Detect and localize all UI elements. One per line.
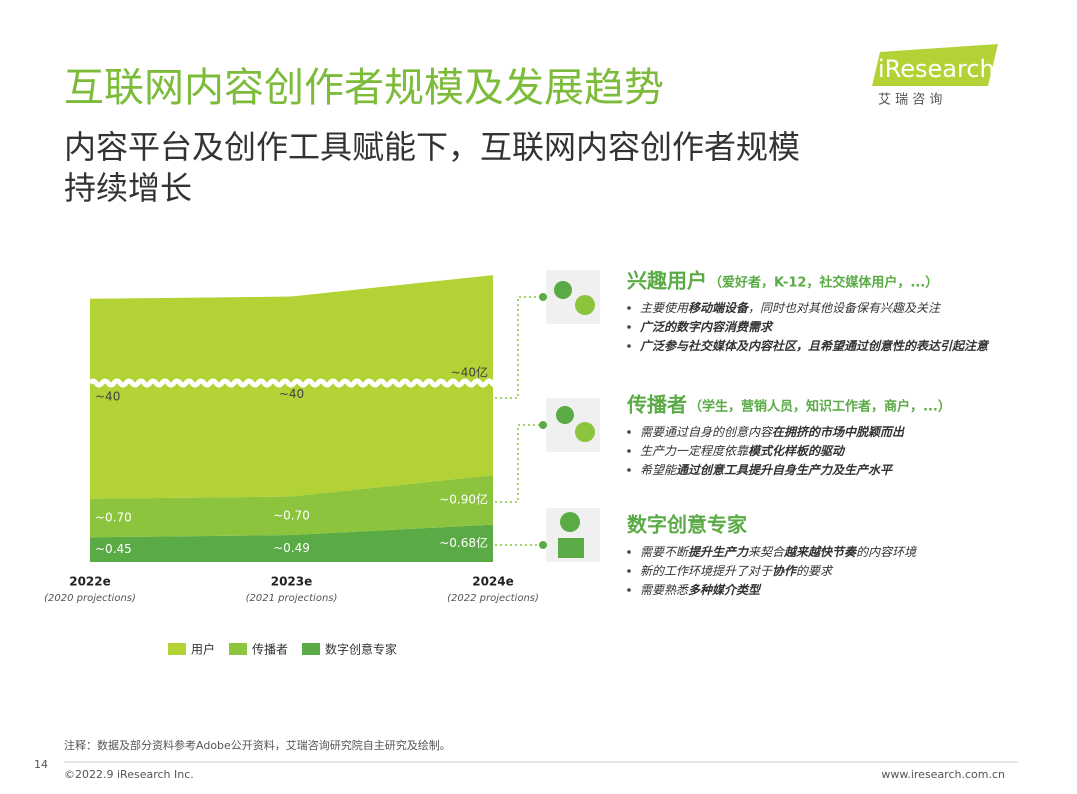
x-tick-note: (2021 projections) xyxy=(246,593,338,604)
bullet-text: 广泛参与社交媒体及内容社区，且希望通过创意性的表达引起注意 xyxy=(639,339,990,353)
bullet-text: 的要求 xyxy=(796,564,834,578)
value-label: ~0.90亿 xyxy=(439,491,488,506)
bullet-dot xyxy=(627,306,631,310)
value-label: ~0.68亿 xyxy=(439,535,488,550)
subtitle: 内容平台及创作工具赋能下，互联网内容创作者规模 xyxy=(64,128,800,166)
value-label: ~0.70 xyxy=(273,508,310,522)
bullet: 广泛的数字内容消费需求 xyxy=(639,320,774,334)
bullet: 需要不断提升生产力来契合越来越快节奏的内容环境 xyxy=(640,545,918,559)
bullet: 需要熟悉多种媒介类型 xyxy=(640,583,762,597)
legend-swatch xyxy=(229,643,248,655)
bullet-text: 希望能 xyxy=(640,463,678,477)
profile-title: 数字创意专家 xyxy=(627,513,748,537)
x-tick-label: 2023e xyxy=(271,575,313,589)
x-tick-note: (2022 projections) xyxy=(447,593,539,604)
logo-sub: 艾 瑞 咨 询 xyxy=(878,93,942,108)
bullet: 希望能通过创意工具提升自身生产力及生产水平 xyxy=(640,463,894,477)
page-number: 14 xyxy=(34,758,48,771)
legend-label: 数字创意专家 xyxy=(325,642,397,657)
bullet-text: 需要通过自身的创意内容 xyxy=(640,425,774,439)
bullet-text: 移动端设备 xyxy=(688,301,750,315)
profile-subtitle: （爱好者，K-12，社交媒体用户，...） xyxy=(709,275,938,291)
bullet-dot xyxy=(627,344,631,348)
bullet: 广泛参与社交媒体及内容社区，且希望通过创意性的表达引起注意 xyxy=(639,339,990,353)
note: 注释：数据及部分资料参考Adobe公开资料，艾瑞咨询研究院自主研究及绘制。 xyxy=(64,738,451,752)
bullet-dot xyxy=(627,550,631,554)
bullet-text: 广泛的数字内容消费需求 xyxy=(639,320,774,334)
bullet-dot xyxy=(627,569,631,573)
bullet-text: 新的工作环境提升了对于 xyxy=(640,564,773,578)
bullet: 新的工作环境提升了对于协作的要求 xyxy=(640,564,834,578)
bullet-text: 提升生产力 xyxy=(688,545,750,559)
bullet-dot xyxy=(627,430,631,434)
profile-title: 兴趣用户 xyxy=(627,269,707,293)
value-label: ~40亿 xyxy=(451,365,488,380)
website: www.iresearch.com.cn xyxy=(881,768,1005,781)
area xyxy=(90,524,493,562)
bullet-text: 需要熟悉 xyxy=(640,583,690,597)
connectors xyxy=(495,296,540,546)
bullet-dot xyxy=(627,449,631,453)
bullet: 生产力一定程度依靠模式化样板的驱动 xyxy=(640,444,846,458)
value-label: ~0.70 xyxy=(95,511,132,525)
subtitle: 持续增长 xyxy=(64,169,192,207)
value-label: ~0.45 xyxy=(95,542,132,556)
bullet-text: 模式化样板的驱动 xyxy=(748,444,846,458)
x-tick-note: (2020 projections) xyxy=(44,593,136,604)
value-label: ~40 xyxy=(95,389,120,403)
x-tick-label: 2024e xyxy=(472,575,514,589)
bullet-text: 通过创意工具提升自身生产力及生产水平 xyxy=(676,463,894,477)
legend-swatch xyxy=(302,643,321,655)
logo: iResearch xyxy=(878,55,995,83)
legend-swatch xyxy=(168,643,186,655)
bullet-text: 需要不断 xyxy=(640,545,690,559)
profile-subtitle: （学生，营销人员，知识工作者，商户，...） xyxy=(689,399,951,415)
value-label: ~40 xyxy=(279,387,304,401)
bullet-text: 主要使用 xyxy=(640,301,689,315)
bullet-dot xyxy=(627,468,631,472)
bullet-text: 越来越快节奏 xyxy=(783,545,858,559)
bullet-text: 生产力一定程度依靠 xyxy=(640,444,750,458)
bullet-text: ，同时也对其他设备保有兴趣及关注 xyxy=(748,301,942,315)
bullet: 需要通过自身的创意内容在拥挤的市场中脱颖而出 xyxy=(640,425,905,439)
title: 互联网内容创作者规模及发展趋势 xyxy=(64,65,664,111)
bullet-text: 多种媒介类型 xyxy=(688,583,762,597)
bullet-text: 的内容环境 xyxy=(856,545,918,559)
x-tick-label: 2022e xyxy=(69,575,111,589)
bullet-dot xyxy=(627,588,631,592)
bullet-text: 来契合 xyxy=(748,545,786,559)
bullet-text: 协作 xyxy=(772,564,798,578)
bullet-dot xyxy=(627,325,631,329)
copyright: ©2022.9 iResearch Inc. xyxy=(64,768,194,781)
legend-label: 用户 xyxy=(191,642,215,657)
profile-title: 传播者 xyxy=(626,393,687,417)
bullet: 主要使用移动端设备，同时也对其他设备保有兴趣及关注 xyxy=(640,301,942,315)
legend-label: 传播者 xyxy=(252,642,288,657)
logo-shape xyxy=(872,44,998,86)
area xyxy=(90,475,493,538)
bullet-text: 在拥挤的市场中脱颖而出 xyxy=(772,425,905,439)
axis-break xyxy=(88,378,500,388)
icons xyxy=(539,270,600,562)
value-label: ~0.49 xyxy=(273,541,310,555)
